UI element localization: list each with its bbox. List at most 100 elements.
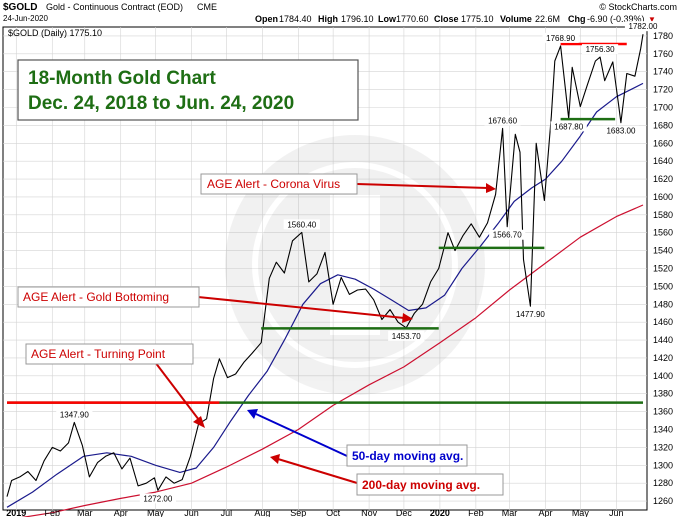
- y-tick-label: 1260: [653, 496, 673, 506]
- price-label: 1560.40: [287, 220, 316, 229]
- price-label-bg: [602, 125, 640, 136]
- y-tick-label: 1320: [653, 442, 673, 452]
- symbol: $GOLD: [3, 2, 37, 13]
- price-label-bg: [139, 493, 176, 504]
- price-label: 1566.70: [493, 231, 522, 240]
- y-tick-label: 1580: [653, 210, 673, 220]
- y-tick-label: 1560: [653, 228, 673, 238]
- y-tick-label: 1660: [653, 138, 673, 148]
- x-tick-label: Jun: [184, 508, 199, 517]
- y-tick-label: 1500: [653, 281, 673, 291]
- corona-arrow: [356, 183, 489, 189]
- x-tick-label: May: [572, 508, 590, 517]
- ma50-arrow: [255, 413, 348, 457]
- volume-label: Volume: [500, 14, 532, 24]
- turning-arrowhead-icon: [193, 416, 205, 428]
- ma200-layer: [20, 204, 644, 517]
- close-label: Close: [434, 14, 459, 24]
- price-label: 1676.60: [488, 116, 517, 125]
- price-label: 1347.90: [60, 410, 89, 419]
- y-tick-label: 1760: [653, 49, 673, 59]
- price-label: 1272.00: [143, 494, 172, 503]
- annotation-boxes: AGE Alert - Corona Virus AGE Alert - Gol…: [17, 173, 504, 496]
- bottoming-arrow: [197, 296, 405, 319]
- x-tick-label: Nov: [361, 508, 378, 517]
- y-tick-label: 1380: [653, 389, 673, 399]
- corona-alert-label: AGE Alert - Corona Virus: [207, 177, 340, 191]
- series-legend: $GOLD (Daily) 1775.10: [8, 28, 102, 38]
- ma50-layer: [6, 82, 644, 508]
- chart-header: $GOLD Gold - Continuous Contract (EOD) C…: [3, 2, 677, 24]
- change-label: Chg: [568, 14, 586, 24]
- price-label-bg: [624, 21, 662, 32]
- open-value: 1784.40: [279, 14, 312, 24]
- high-value: 1796.10: [341, 14, 374, 24]
- y-tick-label: 1400: [653, 371, 673, 381]
- ma200-arrowhead-icon: [270, 454, 280, 464]
- x-tick-label: 2020: [430, 508, 450, 517]
- price-label-bg: [581, 44, 619, 55]
- corona-alert-box: [200, 173, 358, 195]
- y-tick-label: 1460: [653, 317, 673, 327]
- y-tick-label: 1300: [653, 460, 673, 470]
- x-tick-label: Jul: [221, 508, 233, 517]
- x-axis: 2019 Feb Mar Apr May Jun Jul Aug Sep Oct Nov Dec 202…: [6, 508, 623, 517]
- title-frame: [17, 59, 359, 121]
- x-tick-label: Oct: [326, 508, 341, 517]
- price-label-bg: [56, 409, 93, 420]
- x-tick-label: Mar: [77, 508, 93, 517]
- ma200-label-box: [356, 473, 504, 496]
- price-line: [6, 34, 644, 497]
- turning-arrow: [154, 361, 200, 421]
- bottoming-alert-label: AGE Alert - Gold Bottoming: [23, 290, 169, 304]
- ma50-label-box: [346, 444, 468, 467]
- y-tick-label: 1620: [653, 174, 673, 184]
- x-tick-label: Feb: [45, 508, 61, 517]
- x-tick-label: Sep: [290, 508, 306, 517]
- y-tick-label: 1440: [653, 335, 673, 345]
- price-label-bg: [512, 309, 549, 320]
- price-label-bg: [489, 229, 526, 240]
- change-value: -6.90 (-0.39%): [587, 14, 645, 24]
- y-tick-label: 1280: [653, 478, 673, 488]
- ma200-label: 200-day moving avg.: [362, 478, 480, 492]
- y-tick-label: 1600: [653, 192, 673, 202]
- bottoming-alert-box: [17, 286, 200, 308]
- price-label: 1477.90: [516, 310, 545, 319]
- low-value: 1770.60: [396, 14, 429, 24]
- price-labels: 1347.90 1272.00 1560.40 1453.70 1676.60 1566.…: [56, 21, 662, 504]
- watermark: © StockCharts.com: [599, 2, 677, 12]
- y-tick-label: 1340: [653, 425, 673, 435]
- y-tick-label: 1520: [653, 264, 673, 274]
- price-label: 1768.90: [546, 34, 575, 43]
- x-tick-label: Feb: [468, 508, 484, 517]
- ma50-arrowhead-icon: [247, 409, 258, 419]
- volume-value: 22.6M: [535, 14, 560, 24]
- y-axis: 1260 1280 1300 1320 1340 1360 1380 1400 1420 1440…: [653, 31, 673, 506]
- ma50-line: [6, 82, 644, 508]
- price-label-bg: [484, 115, 521, 126]
- level-lines: [7, 42, 643, 404]
- y-tick-label: 1480: [653, 299, 673, 309]
- price-label: 1782.00: [629, 22, 658, 31]
- x-tick-label: Aug: [254, 508, 270, 517]
- ma200-arrow: [277, 458, 358, 484]
- turning-alert-label: AGE Alert - Turning Point: [31, 347, 166, 361]
- price-label: 1756.30: [586, 45, 615, 54]
- close-value: 1775.10: [461, 14, 494, 24]
- y-tick-label: 1700: [653, 103, 673, 113]
- change-down-icon: ▼: [648, 15, 656, 24]
- ma50-label: 50-day moving avg.: [352, 449, 463, 463]
- x-tick-label: Apr: [539, 508, 553, 517]
- price-label: 1687.80: [554, 122, 583, 131]
- y-tick-label: 1360: [653, 407, 673, 417]
- y-tick-label: 1740: [653, 67, 673, 77]
- y-tick-label: 1720: [653, 85, 673, 95]
- high-label: High: [318, 14, 338, 24]
- turning-alert-box: [25, 343, 194, 365]
- x-tick-label: Dec: [396, 508, 413, 517]
- price-label-bg: [283, 219, 320, 230]
- title-box: 18-Month Gold Chart Dec. 24, 2018 to Jun…: [17, 59, 359, 121]
- chart-subtitle: Dec. 24, 2018 to Jun. 24, 2020: [28, 93, 294, 114]
